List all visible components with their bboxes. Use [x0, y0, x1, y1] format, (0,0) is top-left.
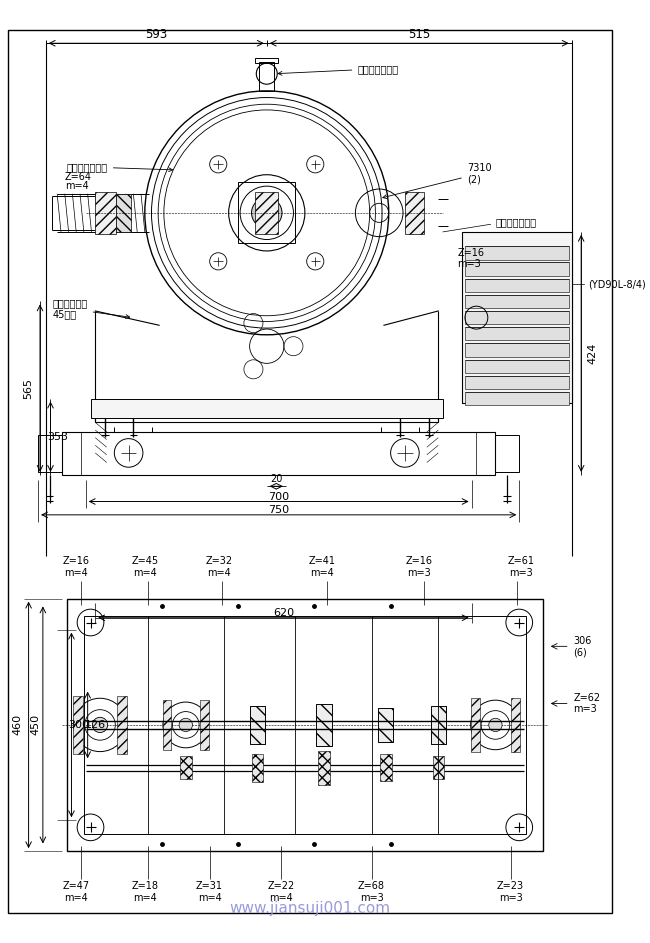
Text: 7310
(2): 7310 (2) [383, 163, 491, 199]
Text: 593: 593 [145, 28, 168, 41]
Text: Z=22
m=4: Z=22 m=4 [267, 882, 294, 903]
Text: 750: 750 [268, 505, 289, 515]
Bar [238, 182, 295, 243]
Text: 450: 450 [31, 715, 40, 736]
Bar [116, 193, 131, 232]
Bar [38, 435, 62, 472]
Text: Z=61
m=3: Z=61 m=3 [508, 556, 535, 578]
Text: Z=16
m=4: Z=16 m=4 [62, 556, 90, 578]
Bar [250, 706, 265, 744]
Bar [255, 191, 278, 234]
Circle shape [179, 719, 192, 732]
Bar [96, 191, 116, 234]
Text: (YD90L-8/4): (YD90L-8/4) [588, 279, 645, 290]
Text: 上蜗轮箱注油口: 上蜗轮箱注油口 [278, 64, 398, 75]
Bar [90, 399, 443, 418]
Bar [163, 700, 172, 750]
Text: 700: 700 [268, 491, 289, 502]
Bar [405, 191, 424, 234]
Text: 下齿轮箱注油口: 下齿轮箱注油口 [67, 162, 172, 172]
Bar [255, 58, 278, 63]
Bar [84, 616, 526, 834]
Bar [465, 359, 569, 372]
Text: 300: 300 [69, 720, 90, 730]
Bar [465, 375, 569, 389]
Bar [465, 262, 569, 275]
Bar [317, 704, 332, 746]
Bar [432, 756, 444, 779]
Text: Z=16
m=3: Z=16 m=3 [458, 248, 484, 270]
Bar [465, 392, 569, 405]
Text: Z=16
m=3: Z=16 m=3 [406, 556, 433, 578]
Text: www.jiansuji001.com: www.jiansuji001.com [229, 901, 390, 916]
Circle shape [92, 718, 108, 733]
Bar [465, 246, 569, 259]
Bar [462, 232, 571, 404]
Text: 424: 424 [588, 342, 597, 364]
Bar [431, 706, 446, 744]
Circle shape [252, 198, 282, 228]
Text: 蜗杆窜动调整处: 蜗杆窜动调整处 [495, 217, 536, 227]
Bar [465, 343, 569, 356]
Text: 调整量左右各
45毫米: 调整量左右各 45毫米 [53, 298, 130, 320]
Text: Z=64: Z=64 [65, 172, 92, 182]
Bar [250, 706, 265, 744]
Bar [378, 708, 393, 742]
Text: Z=18
m=4: Z=18 m=4 [131, 882, 159, 903]
Bar [180, 756, 192, 779]
Bar [73, 696, 83, 753]
Text: Z=68
m=3: Z=68 m=3 [358, 882, 385, 903]
Text: 353: 353 [47, 432, 69, 441]
Bar [511, 698, 520, 752]
Circle shape [489, 719, 502, 732]
Bar [380, 754, 391, 781]
Text: Z=32
m=4: Z=32 m=4 [205, 556, 233, 578]
Text: 620: 620 [273, 608, 294, 618]
Bar [465, 295, 569, 308]
Text: 20: 20 [270, 473, 283, 484]
Bar [62, 432, 495, 475]
Bar [259, 62, 274, 91]
Text: 306
(6): 306 (6) [573, 636, 592, 657]
Text: Z=41
m=4: Z=41 m=4 [309, 556, 335, 578]
Bar [318, 751, 330, 785]
Bar [378, 708, 393, 742]
Bar [471, 698, 480, 752]
Text: Z=23
m=3: Z=23 m=3 [497, 882, 525, 903]
Bar [67, 599, 543, 852]
Bar [465, 278, 569, 292]
Text: 515: 515 [408, 28, 430, 41]
Bar [465, 311, 569, 324]
Bar [252, 753, 263, 782]
Bar [317, 704, 332, 746]
Bar [200, 700, 209, 750]
Bar [117, 696, 127, 753]
Bar [465, 327, 569, 340]
Text: Z=62
m=3: Z=62 m=3 [573, 693, 601, 714]
Text: Z=47
m=4: Z=47 m=4 [62, 882, 90, 903]
Text: 565: 565 [23, 377, 34, 399]
Text: m=4: m=4 [65, 181, 88, 191]
Text: 460: 460 [12, 715, 22, 736]
Text: Z=45
m=4: Z=45 m=4 [131, 556, 159, 578]
Text: 126: 126 [84, 720, 106, 730]
Bar [495, 435, 519, 472]
Bar [431, 706, 446, 744]
Text: Z=31
m=4: Z=31 m=4 [196, 882, 223, 903]
